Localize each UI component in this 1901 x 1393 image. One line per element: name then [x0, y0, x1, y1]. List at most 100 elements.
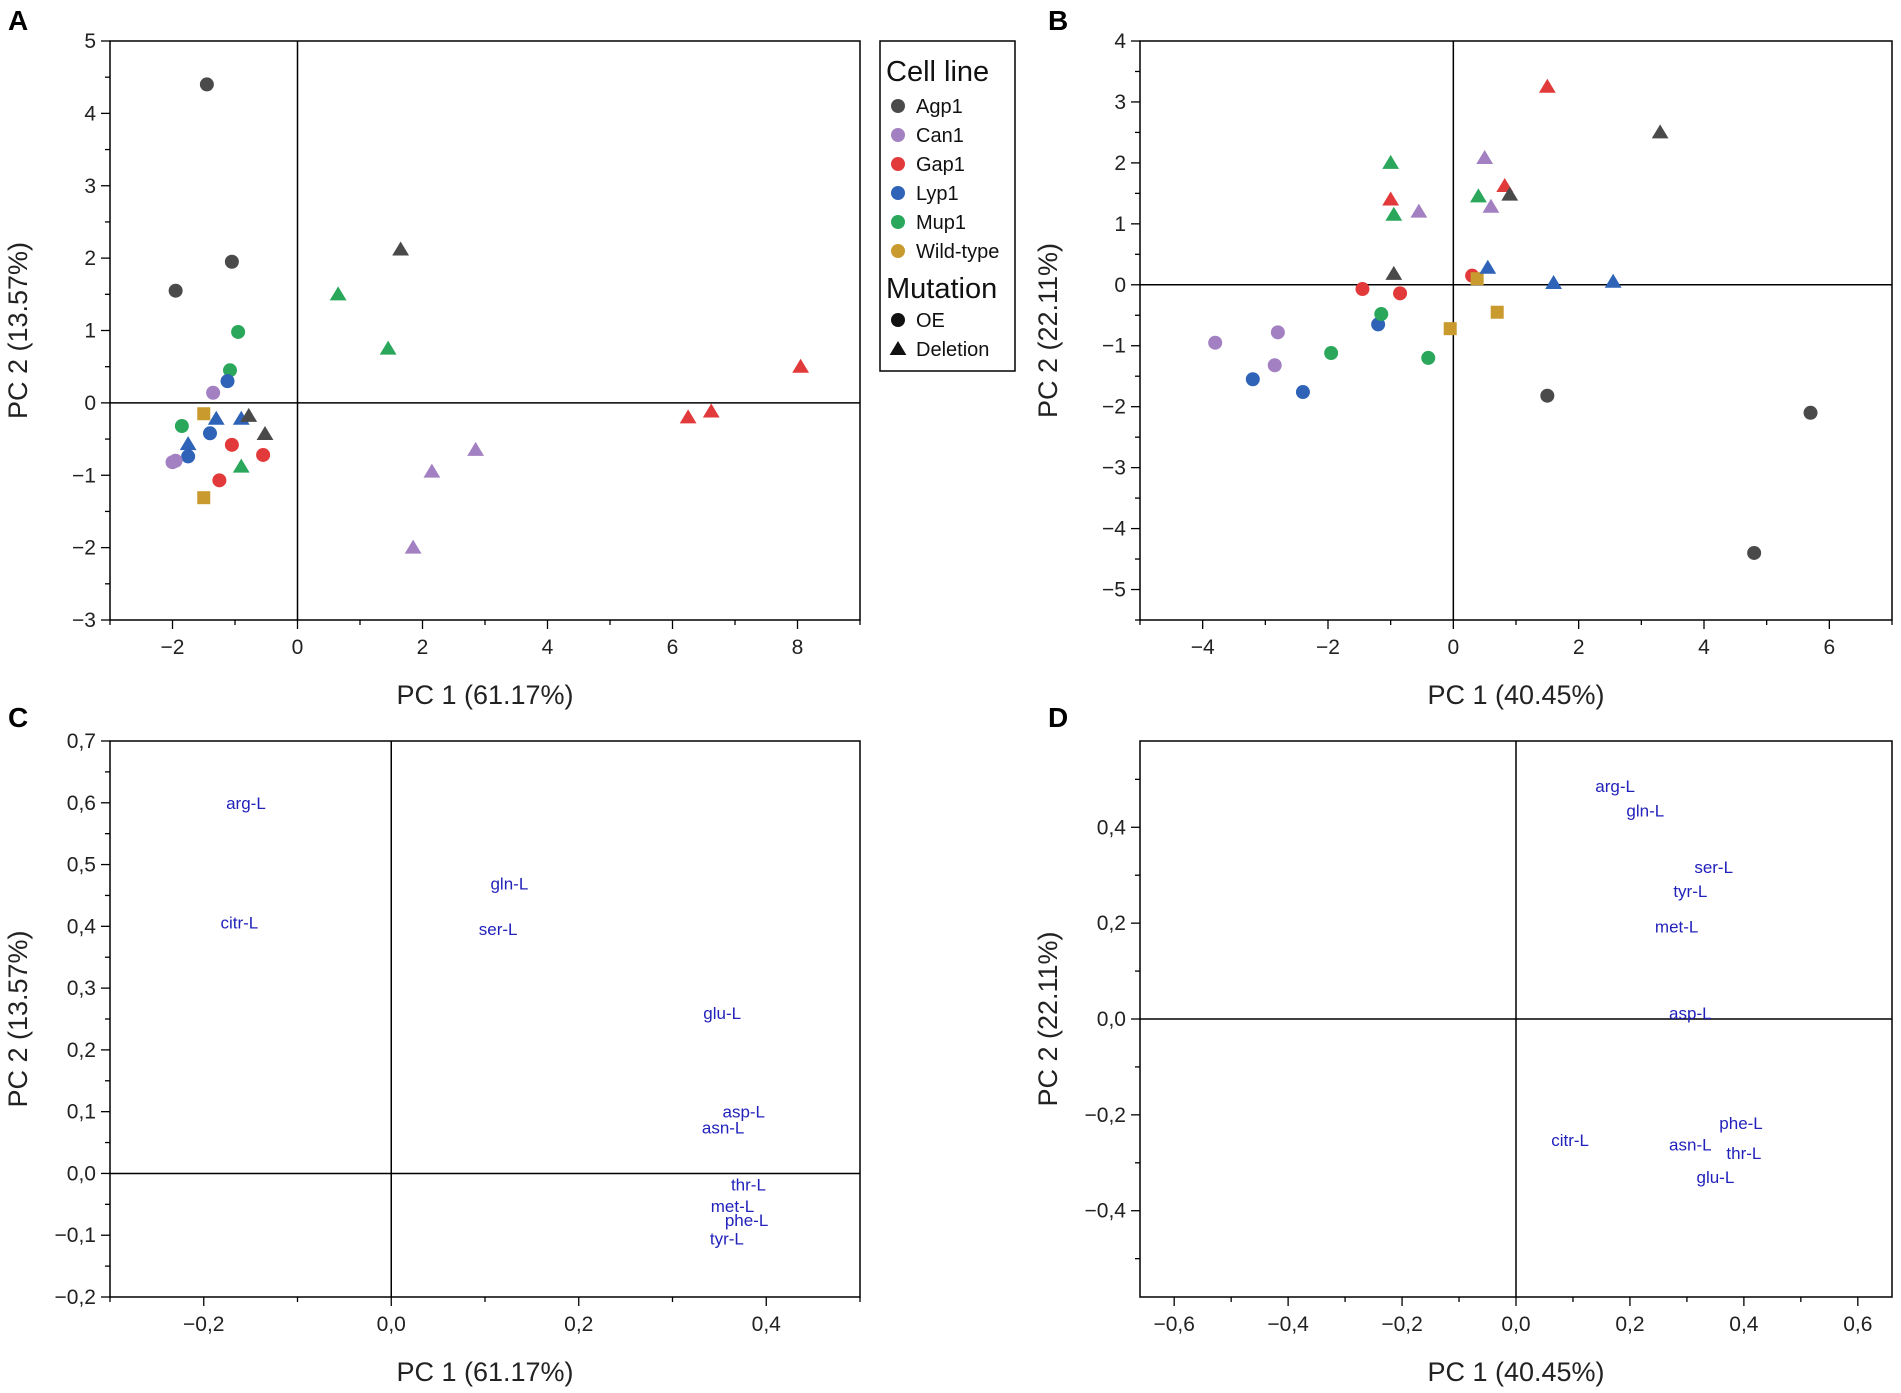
- panel-letter-a: A: [8, 5, 28, 36]
- y-tick-label: 2: [1114, 152, 1126, 175]
- data-point-agp1-circle: [1803, 405, 1818, 420]
- y-tick-label: 0: [1114, 274, 1126, 297]
- data-point-lyp1-circle: [1245, 372, 1260, 387]
- y-tick-label: −3: [72, 609, 96, 632]
- loading-label-phe-l: phe-L: [725, 1211, 768, 1230]
- x-tick-label: −2: [161, 636, 185, 659]
- x-tick-label: 0,2: [1615, 1313, 1644, 1336]
- x-tick-label: 0: [1447, 636, 1459, 659]
- plot-frame-b: [1139, 40, 1893, 621]
- legend-label-lyp1: Lyp1: [916, 183, 959, 205]
- loading-label-tyr-l: tyr-L: [710, 1229, 744, 1248]
- x-axis-label: PC 1 (61.17%): [396, 680, 573, 710]
- x-tick-label: 4: [542, 636, 554, 659]
- data-point-gap1-circle: [1355, 282, 1370, 297]
- data-point-wild-type-square: [1470, 272, 1484, 286]
- data-point-can1-triangle: [1482, 198, 1500, 213]
- data-point-wild-type-square: [1490, 305, 1504, 319]
- legend-label-deletion: Deletion: [916, 339, 989, 361]
- loading-label-arg-l: arg-L: [1595, 777, 1635, 796]
- loading-label-asp-l: asp-L: [722, 1103, 765, 1122]
- x-tick-label: −0,6: [1153, 1313, 1194, 1336]
- data-point-agp1-circle: [1747, 545, 1762, 560]
- legend: Cell line Agp1Can1Gap1Lyp1Mup1Wild-type …: [879, 40, 1016, 372]
- x-tick-label: 0,0: [377, 1313, 406, 1336]
- y-tick-label: 0,5: [67, 854, 96, 877]
- data-point-lyp1-triangle: [1604, 273, 1622, 288]
- data-point-wild-type-square: [197, 491, 211, 505]
- data-point-can1-circle: [1208, 335, 1223, 350]
- data-point-can1-circle: [206, 385, 221, 400]
- data-point-mup1-triangle: [329, 286, 347, 301]
- y-tick-label: −0,1: [55, 1224, 96, 1247]
- loading-label-asn-l: asn-L: [702, 1119, 745, 1138]
- loading-label-gln-l: gln-L: [490, 875, 528, 894]
- y-tick-label: 4: [84, 102, 96, 125]
- y-tick-label: 5: [84, 30, 96, 53]
- x-tick-label: 6: [667, 636, 679, 659]
- y-tick-label: 0,2: [1097, 912, 1126, 935]
- y-tick-label: 0,2: [67, 1039, 96, 1062]
- y-tick-label: 0,4: [1097, 816, 1127, 839]
- y-tick-label: −3: [1102, 457, 1126, 480]
- panel-letter-d: D: [1048, 702, 1068, 733]
- data-point-mup1-circle: [1421, 350, 1436, 365]
- x-tick-label: −0,2: [183, 1313, 224, 1336]
- loading-label-citr-l: citr-L: [1551, 1131, 1589, 1150]
- loading-label-arg-l: arg-L: [226, 794, 266, 813]
- legend-mutations: OE Deletion: [889, 310, 989, 361]
- y-tick-label: 1: [84, 320, 96, 343]
- y-axis-label: PC 2 (22.11%): [1033, 931, 1063, 1106]
- y-axis-label: PC 2 (13.57%): [3, 930, 33, 1107]
- data-point-lyp1-circle: [220, 374, 235, 389]
- data-point-agp1-triangle: [392, 241, 410, 256]
- loading-label-met-l: met-L: [1655, 917, 1698, 936]
- data-point-mup1-triangle: [1382, 154, 1400, 169]
- data-point-agp1-circle: [1540, 388, 1555, 403]
- loading-label-met-l: met-L: [711, 1197, 754, 1216]
- data-point-gap1-circle: [256, 447, 271, 462]
- loading-label-thr-l: thr-L: [731, 1176, 766, 1195]
- loading-label-glu-l: glu-L: [1696, 1168, 1734, 1187]
- y-tick-label: 0,1: [67, 1101, 96, 1124]
- y-tick-label: 1: [1114, 213, 1126, 236]
- legend-marker-can1: [891, 128, 905, 142]
- x-tick-label: 0,2: [564, 1313, 593, 1336]
- data-point-agp1-triangle: [1501, 186, 1519, 201]
- panel-letter-c: C: [8, 702, 28, 733]
- data-point-lyp1-triangle: [1479, 259, 1497, 274]
- x-tick-label: 8: [792, 636, 804, 659]
- data-point-mup1-circle: [223, 363, 237, 378]
- data-point-mup1-triangle: [232, 458, 250, 473]
- legend-marker-deletion: [889, 341, 907, 355]
- x-tick-label: 4: [1698, 636, 1710, 659]
- x-tick-label: −0,2: [1381, 1313, 1422, 1336]
- loading-label-tyr-l: tyr-L: [1673, 882, 1707, 901]
- x-tick-label: 6: [1823, 636, 1835, 659]
- chart-panel-b: −4 −2 0 2 4 6 −5 −4 −3 −2 −1 0 1 2 3 4 PC 1 (40.45%) PC 2…: [1033, 30, 1893, 710]
- data-point-gap1-triangle: [702, 403, 720, 418]
- data-point-lyp1-triangle: [207, 410, 225, 425]
- legend-label-gap1: Gap1: [916, 154, 965, 176]
- data-point-agp1-triangle: [1385, 265, 1403, 280]
- y-tick-label: 3: [1114, 91, 1126, 114]
- data-point-gap1-triangle: [792, 358, 810, 373]
- data-point-mup1-triangle: [379, 340, 397, 355]
- loading-label-thr-l: thr-L: [1726, 1144, 1761, 1163]
- legend-marker-wild-type: [891, 244, 905, 258]
- data-point-lyp1-triangle: [1545, 274, 1562, 289]
- loading-label-phe-l: phe-L: [1719, 1114, 1762, 1133]
- x-tick-label: 2: [1573, 636, 1585, 659]
- data-point-agp1-triangle: [256, 425, 274, 440]
- plot-frame-a: [109, 40, 861, 621]
- x-tick-label: 0,0: [1501, 1313, 1530, 1336]
- data-point-lyp1-circle: [203, 426, 217, 441]
- legend-marker-oe: [891, 313, 905, 327]
- x-tick-label: −4: [1191, 636, 1215, 659]
- y-tick-label: −4: [1102, 518, 1126, 541]
- data-point-agp1-circle: [199, 77, 214, 92]
- legend-label-mup1: Mup1: [916, 212, 966, 234]
- loading-label-gln-l: gln-L: [1626, 802, 1664, 821]
- data-point-wild-type-square: [197, 407, 211, 421]
- loading-label-citr-l: citr-L: [220, 914, 258, 933]
